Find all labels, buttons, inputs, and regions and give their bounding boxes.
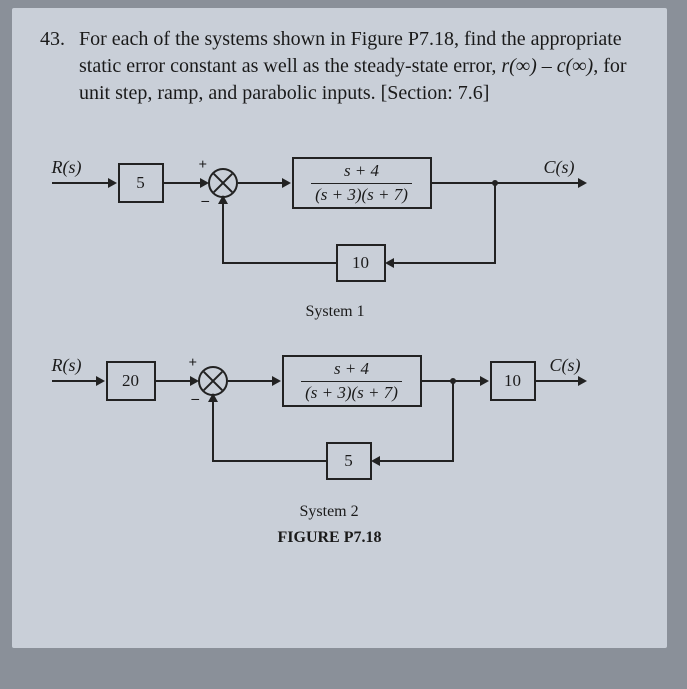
sys2-arrow-to-g: [272, 376, 281, 386]
sys1-minus-sign: –: [202, 193, 210, 210]
sys2-fb-arrow-to-h: [371, 456, 380, 466]
figure-caption: FIGURE P7.18: [278, 529, 382, 547]
sys2-arrow-to-postgain: [480, 376, 489, 386]
figure-p7-18: R(s) 5 + – s + 4 (s + 3)(s + 7) C(s): [50, 147, 630, 587]
sys1-tf-num: s + 4: [311, 162, 412, 184]
sys2-tf-num: s + 4: [301, 360, 402, 382]
sys2-arrow-out: [578, 376, 587, 386]
sys1-wire-in: [52, 182, 112, 184]
sys2-post-gain-block: 10: [490, 361, 536, 401]
sys1-pre-gain-block: 5: [118, 163, 164, 203]
problem-number: 43.: [40, 26, 74, 53]
problem-statement: 43. For each of the systems shown in Fig…: [40, 26, 639, 107]
sys1-pre-gain: 5: [136, 173, 145, 193]
sys2-output-label: C(s): [550, 355, 581, 376]
sys2-post-gain: 10: [504, 371, 521, 391]
sys1-fb-wire-up: [222, 198, 224, 264]
problem-body: For each of the systems shown in Figure …: [79, 26, 638, 107]
sys1-wire-to-g: [238, 182, 286, 184]
sys1-fb-arrow-up: [218, 195, 228, 204]
sys2-fb-wire-up: [212, 396, 214, 462]
sys2-plus-sign: +: [189, 355, 198, 372]
sys2-wire-to-sum: [156, 380, 194, 382]
sys1-tf-den: (s + 3)(s + 7): [311, 184, 412, 205]
sys1-wire-out: [432, 182, 582, 184]
sys2-tf-den: (s + 3)(s + 7): [301, 382, 402, 403]
sys2-forward-tf-block: s + 4 (s + 3)(s + 7): [282, 355, 422, 407]
sys2-arrow-in: [96, 376, 105, 386]
sys1-arrow-in: [108, 178, 117, 188]
sys2-fb-wire-left: [213, 460, 326, 462]
sys1-feedback-gain: 10: [352, 253, 369, 273]
sys2-input-label: R(s): [52, 355, 82, 376]
sys2-fb-wire-down: [452, 380, 454, 462]
sys1-input-label: R(s): [52, 157, 82, 178]
sys1-caption: System 1: [306, 303, 365, 321]
sys1-fb-wire-down: [494, 182, 496, 264]
sys2-fb-wire-to-h: [378, 460, 454, 462]
sys2-wire-out: [536, 380, 582, 382]
sys1-wire-to-sum: [164, 182, 204, 184]
sys2-pre-gain: 20: [122, 371, 139, 391]
sys2-wire-to-g: [228, 380, 276, 382]
sys1-plus-sign: +: [199, 157, 208, 174]
sys2-caption: System 2: [300, 503, 359, 521]
sys1-fb-arrow-to-h: [385, 258, 394, 268]
sys2-wire-in: [52, 380, 100, 382]
sys1-summing-junction: [208, 168, 238, 198]
sys2-summing-junction: [198, 366, 228, 396]
sys1-output-label: C(s): [544, 157, 575, 178]
sys1-arrow-to-g: [282, 178, 291, 188]
sys1-arrow-out: [578, 178, 587, 188]
sys2-feedback-block: 5: [326, 442, 372, 480]
sys2-minus-sign: –: [192, 391, 200, 408]
sys1-fb-wire-to-h: [392, 262, 496, 264]
page: 43. For each of the systems shown in Fig…: [12, 8, 667, 648]
sys2-feedback-gain: 5: [344, 451, 353, 471]
sys1-forward-tf-block: s + 4 (s + 3)(s + 7): [292, 157, 432, 209]
problem-expression: r(∞) – c(∞): [501, 55, 593, 77]
sys1-feedback-block: 10: [336, 244, 386, 282]
sys2-fb-arrow-up: [208, 393, 218, 402]
sys1-fb-wire-left: [223, 262, 336, 264]
sys2-pre-gain-block: 20: [106, 361, 156, 401]
